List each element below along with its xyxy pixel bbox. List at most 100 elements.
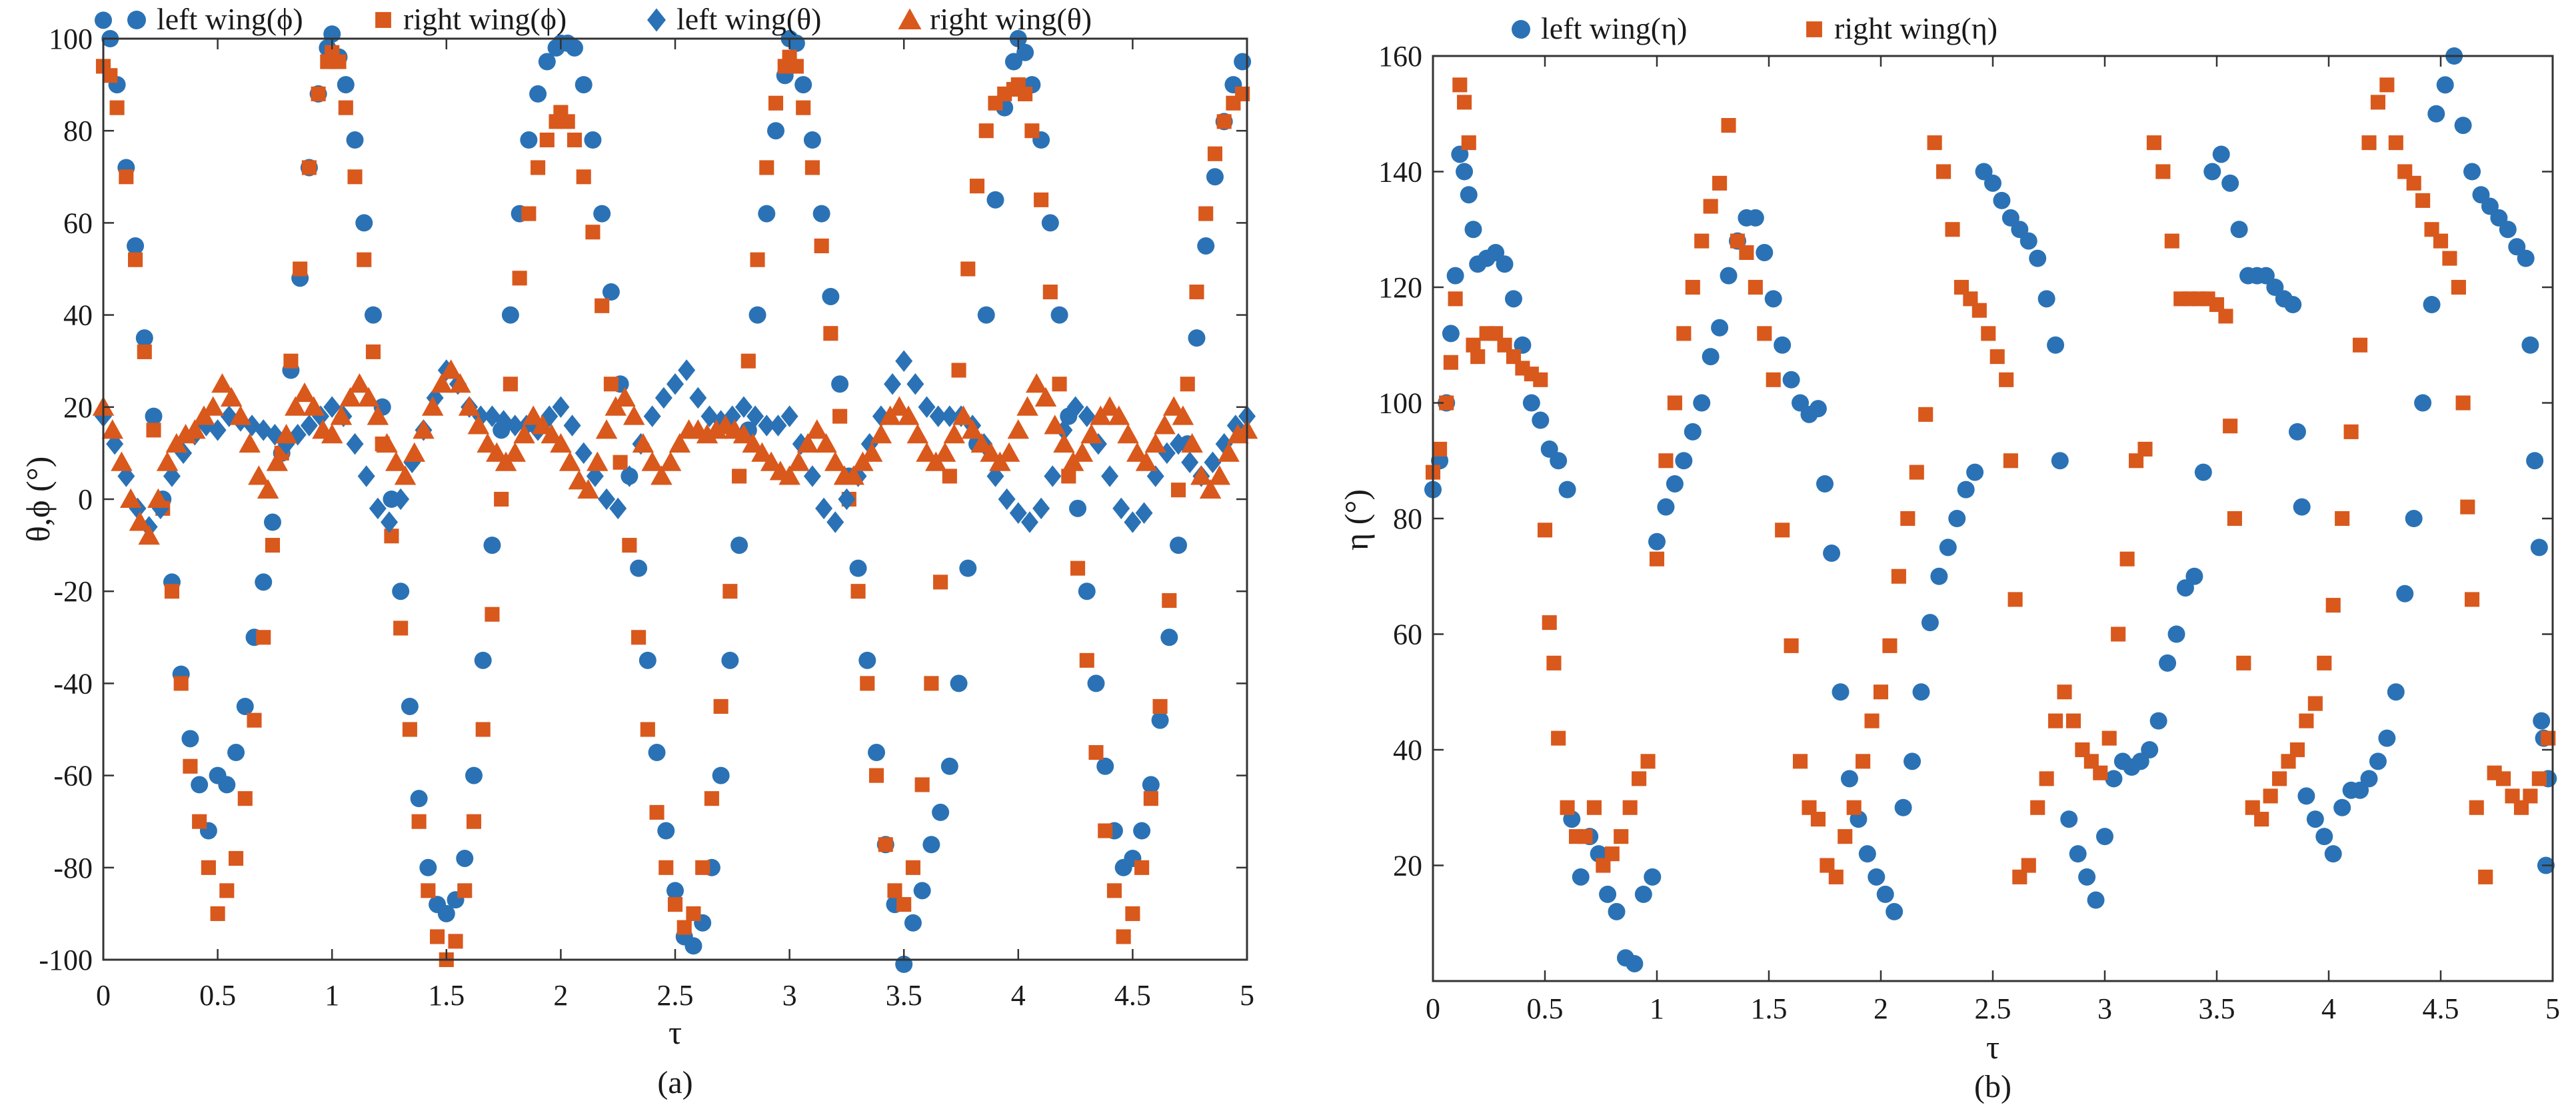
chart-a-point-triangle <box>888 396 910 416</box>
chart-b-point-circle <box>1939 539 1957 557</box>
chart-a-point-square <box>613 455 628 470</box>
chart-b-xtick-label: 2 <box>1874 992 1888 1025</box>
chart-b-legend: left wing(η) right wing(η) <box>1512 11 1997 45</box>
chart-a-point-circle <box>977 306 995 324</box>
chart-a-point-circle <box>684 937 702 955</box>
chart-b-point-circle <box>1558 481 1576 499</box>
chart-a-point-triangle <box>211 373 233 393</box>
chart-b-ticks: 0 0.5 1 1.5 2 2.5 3 3.5 4 4.5 5 160 140 120 100 80 60 40 2… <box>1378 40 2560 1025</box>
chart-a-point-circle <box>355 214 373 232</box>
chart-b-point-circle <box>1993 191 2011 209</box>
chart-a-point-square <box>512 271 527 286</box>
chart-a-legend: left wing(ϕ) right wing(ϕ) left wing(θ) rig… <box>127 2 1092 36</box>
chart-b-point-circle <box>2037 290 2055 308</box>
chart-b-point-circle <box>1599 885 1617 903</box>
chart-a-xtick-label: 3 <box>782 979 797 1012</box>
chart-a-point-circle <box>465 766 483 784</box>
chart-a-point-circle <box>538 53 556 71</box>
chart-a-point-square <box>887 883 902 898</box>
chart-a-ytick-label: 40 <box>63 299 93 332</box>
chart-a-point-triangle <box>796 433 819 453</box>
chart-b-point-circle <box>1912 683 1930 701</box>
chart-b-xtick-label: 1 <box>1650 992 1664 1025</box>
chart-a-point-diamond <box>895 350 913 372</box>
chart-a-point-square <box>658 860 674 875</box>
chart-a-point-square <box>969 179 985 194</box>
chart-b-ytick-label: 160 <box>1378 40 1422 73</box>
chart-b-point-circle <box>2047 336 2065 354</box>
chart-a-point-circle <box>565 39 583 57</box>
chart-b-point-circle <box>1446 267 1464 285</box>
chart-a-point-square <box>823 326 838 341</box>
chart-a-point-square <box>503 377 518 392</box>
chart-a-point-square <box>293 261 308 277</box>
chart-b-point-circle <box>2315 828 2333 846</box>
chart-b-point-circle <box>1693 394 1711 412</box>
chart-a-point-square <box>914 777 930 792</box>
chart-b-point-square <box>1546 655 1562 670</box>
chart-a-point-diamond <box>575 442 593 465</box>
chart-b-point-circle <box>2051 452 2069 470</box>
chart-a-caption: (a) <box>657 1065 692 1100</box>
chart-b-point-square <box>2442 251 2457 266</box>
chart-b-point-circle <box>2360 770 2378 788</box>
chart-b-xtick-label: 2.5 <box>1975 992 2011 1025</box>
chart-b-point-circle <box>2185 567 2203 585</box>
chart-a-point-diamond <box>1078 405 1096 427</box>
chart-a-point-square <box>732 469 747 484</box>
chart-a-point-square <box>978 123 994 139</box>
chart-a-point-triangle <box>742 433 764 453</box>
chart-a-point-circle <box>602 283 620 301</box>
chart-a-xtick-label: 2 <box>553 979 568 1012</box>
chart-a-point-circle <box>419 858 437 876</box>
chart-b-point-square <box>1739 245 1754 260</box>
chart-b-ytick-label: 60 <box>1393 618 1422 651</box>
chart-a-point-triangle <box>385 451 407 471</box>
chart-a-point-square <box>430 929 445 944</box>
chart-a-point-circle <box>501 306 519 324</box>
chart-b-point-circle <box>2423 296 2441 314</box>
chart-a-point-triangle <box>248 465 270 485</box>
chart-b-point-square <box>1810 812 1826 827</box>
chart-a-point-diamond <box>1032 497 1050 520</box>
chart-a-point-square <box>951 363 966 378</box>
chart-a-point-square <box>567 132 583 148</box>
chart-a-point-triangle <box>275 424 297 444</box>
chart-a-point-circle <box>630 559 648 577</box>
chart-a-point-diamond <box>552 396 570 419</box>
chart-a-point-circle <box>401 697 419 715</box>
chart-a-point-diamond <box>884 373 902 395</box>
chart-a-legend-marker <box>898 8 922 29</box>
chart-a-point-triangle <box>568 470 591 490</box>
chart-a-point-square <box>393 620 409 636</box>
chart-b-point-circle <box>1657 498 1675 516</box>
chart-a-point-diamond <box>1170 433 1188 455</box>
chart-a-point-triangle <box>119 488 142 508</box>
chart-a-point-square <box>686 906 701 921</box>
chart-b-ytick-label: 20 <box>1393 850 1422 882</box>
chart-a-ytick-label: 100 <box>49 23 93 55</box>
chart-a-point-square <box>796 100 811 115</box>
chart-a-point-square <box>219 883 235 898</box>
chart-b-point-circle <box>1684 423 1702 441</box>
chart-b-point-square <box>2146 135 2161 151</box>
chart-a-point-triangle <box>421 396 444 416</box>
chart-b-point-circle <box>2194 463 2212 481</box>
chart-a-point-square <box>622 538 637 553</box>
chart-a-point-square <box>960 261 976 277</box>
chart-a-point-triangle <box>980 442 1002 462</box>
chart-a-point-circle <box>236 697 254 715</box>
chart-b-point-circle <box>1522 394 1540 412</box>
chart-a-point-diamond <box>643 405 661 427</box>
chart-a-point-triangle <box>293 382 316 403</box>
chart-b-xtick-label: 3 <box>2097 992 2112 1025</box>
chart-b-point-circle <box>2306 810 2324 828</box>
chart-a-point-square <box>788 59 804 74</box>
chart-a-point-circle <box>1234 53 1252 71</box>
chart-a-point-square <box>1116 929 1131 944</box>
chart-a-xlabel: τ <box>668 1014 682 1051</box>
chart-b-point-square <box>2057 684 2072 700</box>
chart-a-point-square <box>103 68 118 83</box>
chart-b-point-square <box>1802 800 1817 815</box>
chart-b-point-square <box>2352 337 2368 353</box>
